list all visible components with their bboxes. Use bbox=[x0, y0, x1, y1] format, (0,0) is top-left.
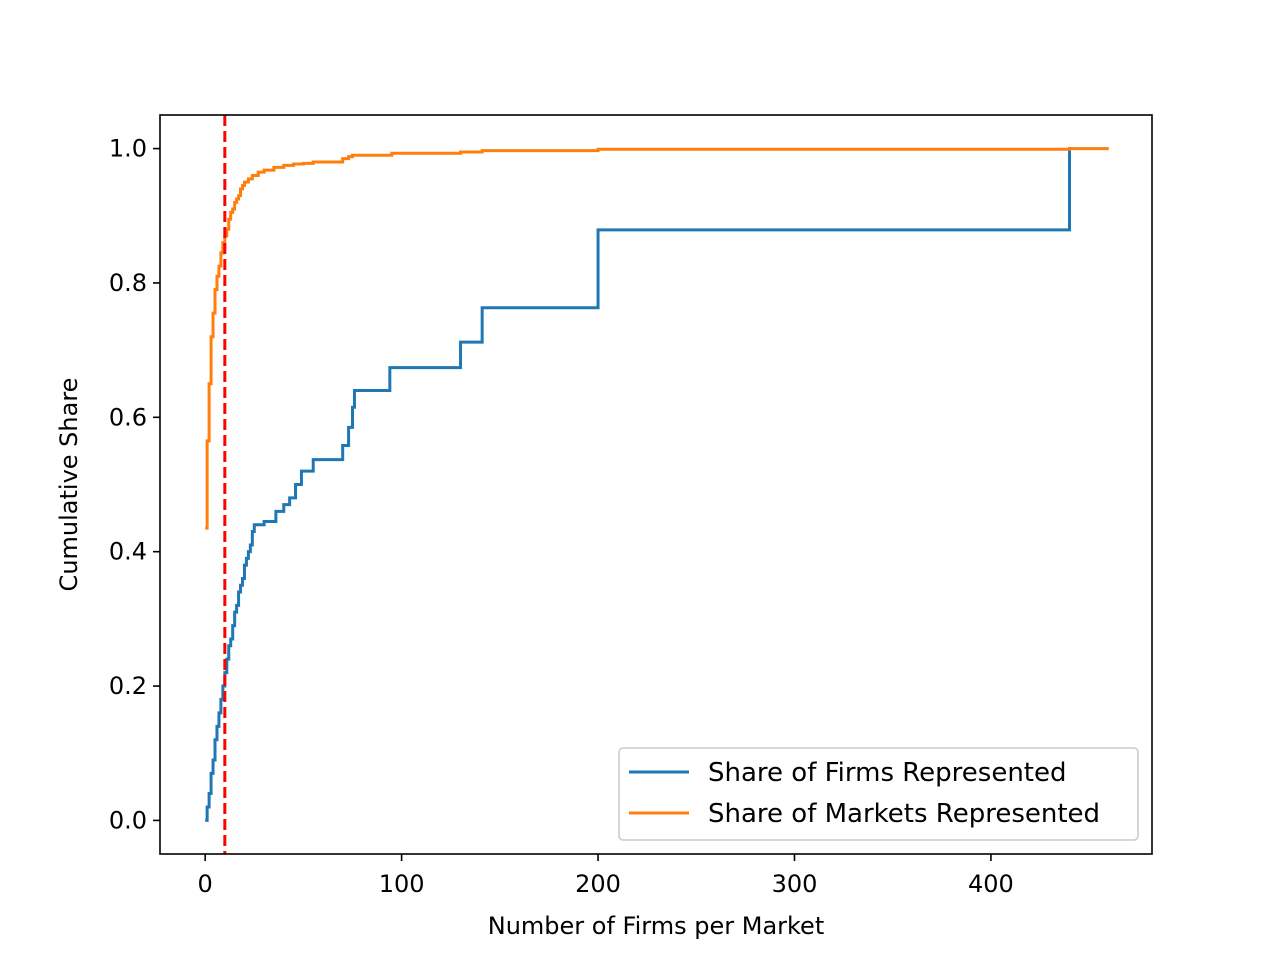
y-tick-label: 0.8 bbox=[109, 269, 147, 297]
y-tick-label: 0.0 bbox=[109, 806, 147, 834]
y-tick-label: 0.6 bbox=[109, 403, 147, 431]
x-tick-label: 0 bbox=[198, 870, 213, 898]
legend: Share of Firms Represented Share of Marke… bbox=[618, 747, 1139, 841]
legend-label-2: Share of Markets Represented bbox=[708, 799, 1100, 829]
y-axis: 0.0 0.2 0.4 0.6 0.8 1.0 bbox=[109, 135, 160, 834]
series-line-2 bbox=[205, 147, 1109, 530]
y-tick-label: 0.4 bbox=[109, 538, 147, 566]
series-line-1 bbox=[205, 147, 1072, 822]
y-tick-label: 1.0 bbox=[109, 135, 147, 163]
x-tick-label: 200 bbox=[575, 870, 621, 898]
y-tick-label: 0.2 bbox=[109, 672, 147, 700]
plot-area bbox=[159, 114, 1153, 855]
y-axis-title: Cumulative Share bbox=[55, 378, 83, 592]
x-tick-label: 100 bbox=[379, 870, 425, 898]
x-axis: 0 100 200 300 400 bbox=[198, 854, 1014, 898]
legend-label-1: Share of Firms Represented bbox=[708, 758, 1067, 788]
x-tick-label: 400 bbox=[968, 870, 1014, 898]
x-tick-label: 300 bbox=[772, 870, 818, 898]
legend-box bbox=[618, 747, 1139, 841]
x-axis-title: Number of Firms per Market bbox=[488, 912, 824, 940]
plot-frame bbox=[159, 114, 1153, 855]
